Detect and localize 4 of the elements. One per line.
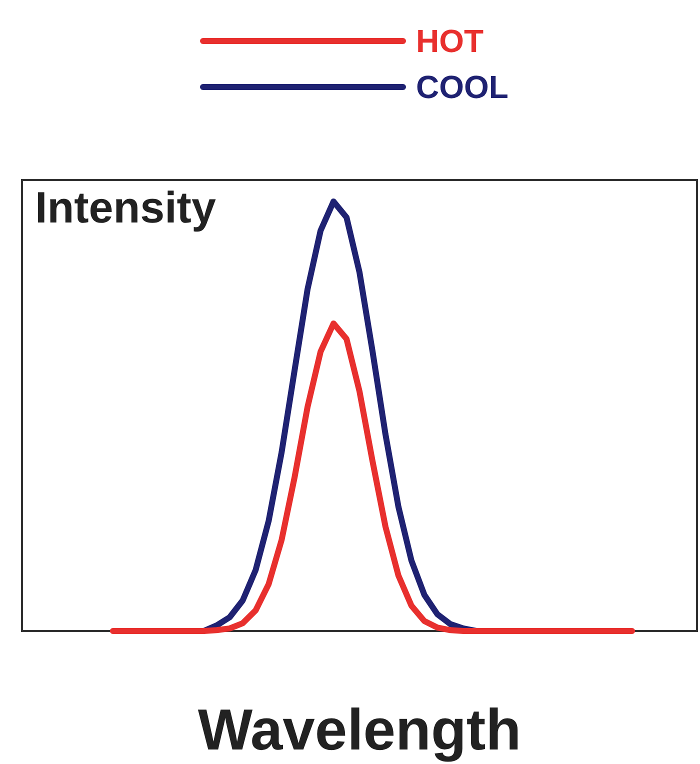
y-axis-title: Intensity <box>35 184 216 232</box>
x-axis-title: Wavelength <box>198 698 522 762</box>
text: HOT <box>416 23 484 59</box>
text: COOL <box>416 69 508 105</box>
